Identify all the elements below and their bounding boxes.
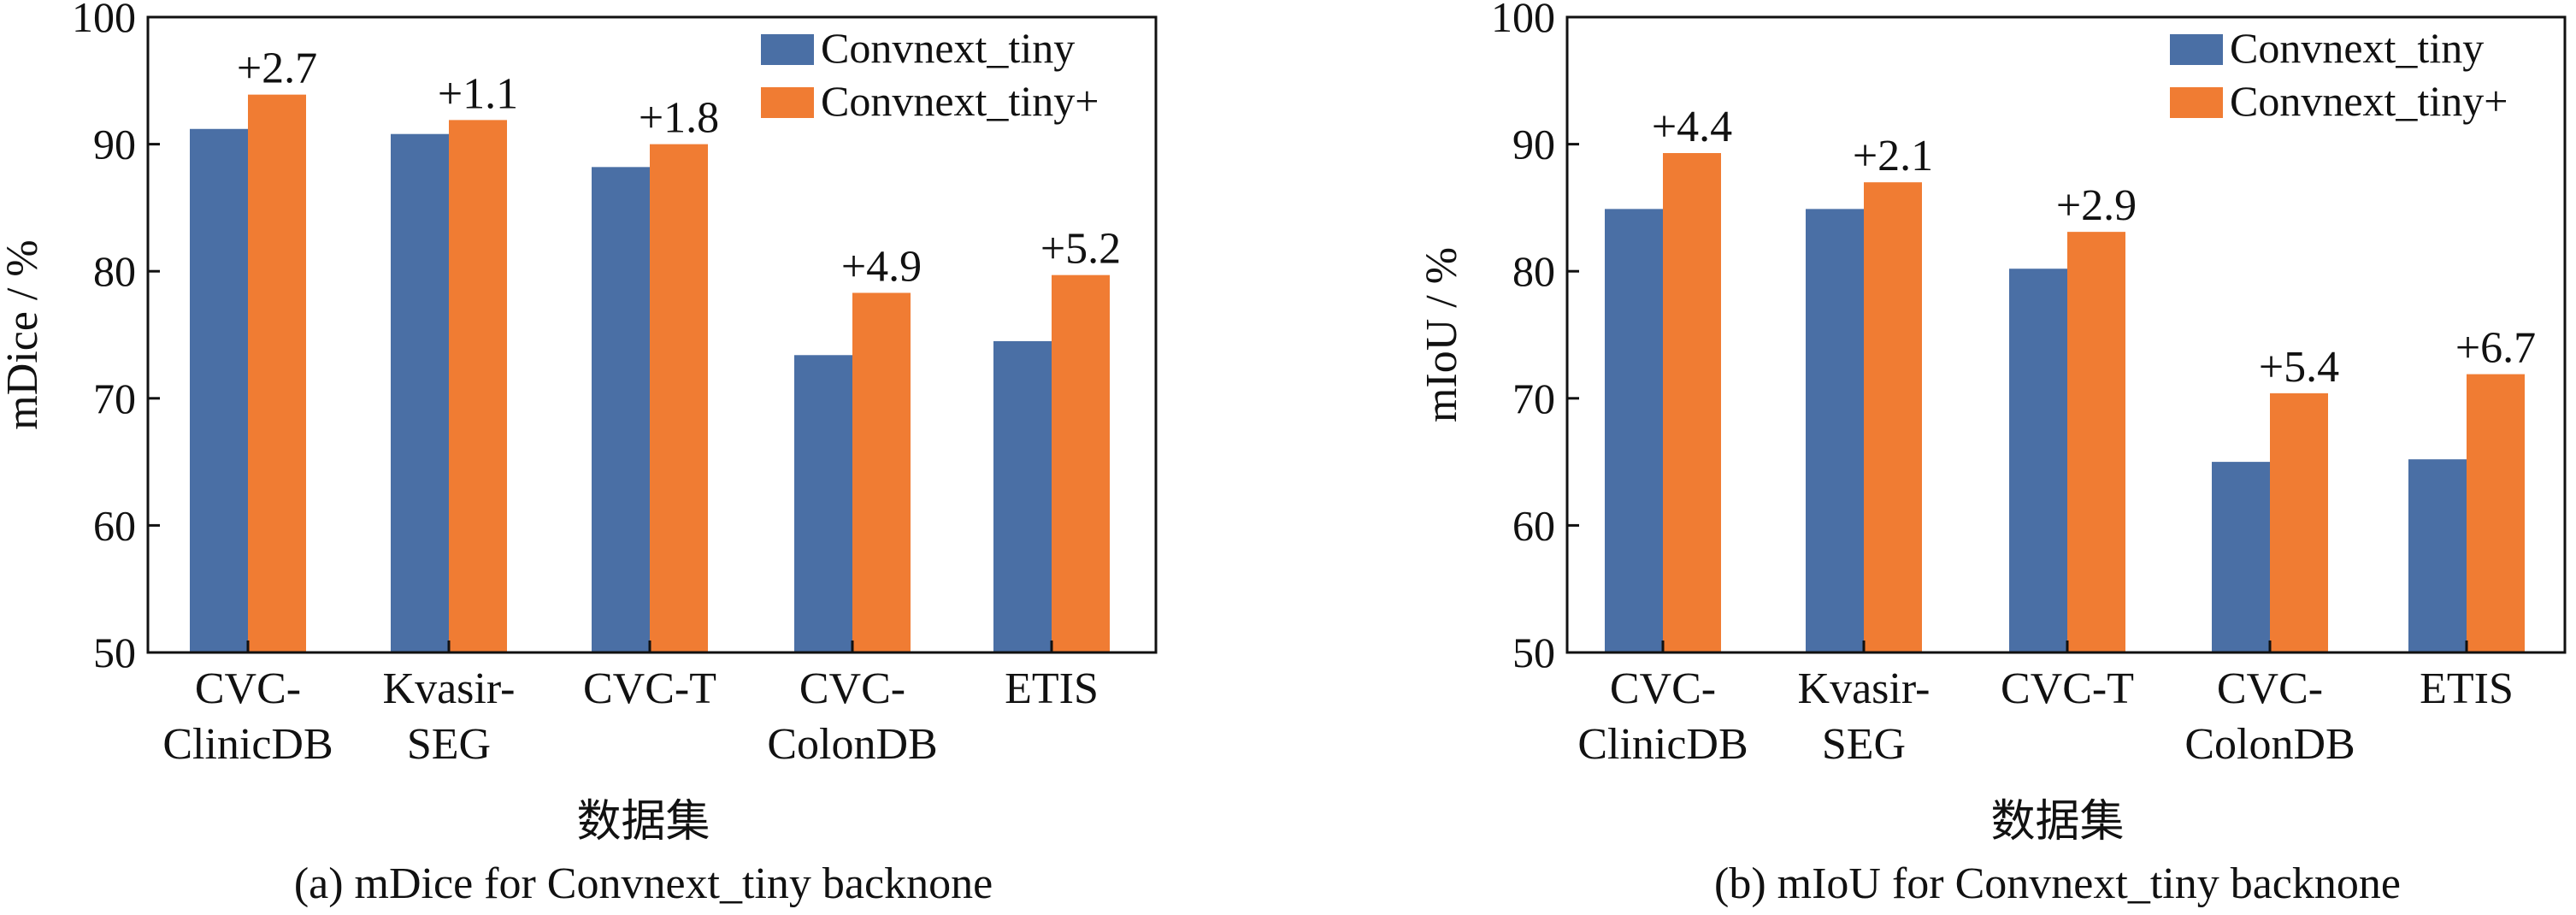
- y-tick-label: 70: [93, 375, 136, 422]
- x-tick-label: CVC-: [799, 664, 905, 713]
- bar-annotation: +2.1: [1853, 132, 1933, 180]
- y-tick-label: 100: [1491, 0, 1555, 41]
- chart-caption: (a) mDice for Convnext_tiny backnone: [294, 859, 993, 908]
- x-tick-label: CVC-: [195, 664, 301, 713]
- x-tick-label: Kvasir-: [383, 664, 516, 713]
- bar-annotation: +1.1: [438, 69, 518, 118]
- legend-swatch-convnext-tiny: [761, 34, 814, 65]
- y-tick-label: 90: [1512, 121, 1555, 168]
- chart-panel-a: +2.7 +1.1 +1.8 +4.9 +5.2 50 60 70 80 90 100 CVC- Cli…: [0, 0, 1158, 908]
- bar-convnext-tiny-plus-2: [1864, 182, 1922, 652]
- y-axis-label: mIoU / %: [1418, 247, 1466, 422]
- bar-convnext-tiny-plus-1: [248, 94, 306, 652]
- bar-convnext-tiny-plus-4: [852, 292, 911, 652]
- bar-convnext-tiny-plus-4: [2270, 393, 2328, 652]
- bar-convnext-tiny-2: [1806, 209, 1864, 653]
- x-tick-label: Kvasir-: [1798, 664, 1931, 713]
- bar-annotation: +2.9: [2056, 181, 2137, 230]
- bar-convnext-tiny-2: [391, 133, 449, 652]
- x-tick-label: ETIS: [2420, 664, 2514, 713]
- x-tick-label: CVC-T: [2001, 664, 2134, 713]
- legend-label: Convnext_tiny+: [821, 77, 1099, 125]
- x-axis-label: 数据集: [576, 798, 710, 847]
- x-tick-label: ClinicDB: [1577, 720, 1748, 769]
- y-tick-label: 80: [93, 247, 136, 295]
- x-tick-label: ClinicDB: [162, 720, 333, 769]
- bar-convnext-tiny-5: [2408, 459, 2467, 652]
- x-tick-label: SEG: [1822, 720, 1906, 769]
- legend-label: Convnext_tiny+: [2230, 77, 2508, 125]
- x-tick-label: ColonDB: [2184, 720, 2355, 769]
- legend-swatch-convnext-tiny-plus: [2170, 87, 2223, 118]
- bar-convnext-tiny-4: [2212, 462, 2270, 652]
- bar-convnext-tiny-plus-5: [2467, 374, 2525, 652]
- x-tick-label: ETIS: [1005, 664, 1099, 713]
- plot-frame: [146, 15, 1158, 654]
- y-tick-label: 100: [72, 0, 136, 41]
- bar-convnext-tiny-plus-2: [449, 120, 507, 653]
- x-tick-label: CVC-: [2217, 664, 2323, 713]
- legend-label: Convnext_tiny: [2230, 24, 2484, 72]
- bar-convnext-tiny-1: [1605, 209, 1663, 653]
- y-tick-label: 70: [1512, 375, 1555, 422]
- bar-convnext-tiny-plus-3: [2067, 232, 2125, 652]
- x-tick-label: CVC-: [1610, 664, 1716, 713]
- x-tick-label: CVC-T: [583, 664, 716, 713]
- y-tick-label: 60: [1512, 501, 1555, 549]
- bar-annotation: +5.4: [2259, 343, 2339, 392]
- bar-convnext-tiny-3: [592, 167, 650, 652]
- x-tick-label: ColonDB: [767, 720, 937, 769]
- bar-annotation: +1.8: [639, 94, 719, 143]
- bar-convnext-tiny-plus-5: [1052, 274, 1110, 652]
- bar-annotation: +5.2: [1040, 225, 1121, 274]
- bar-annotation: +4.4: [1652, 103, 1732, 151]
- chart-panel-b: +4.4 +2.1 +2.9 +5.4 +6.7 50 60 70 80 90 100 CVC- Cli…: [1418, 0, 2567, 908]
- y-tick-label: 80: [1512, 247, 1555, 295]
- bar-annotation: +6.7: [2455, 324, 2536, 373]
- bar-convnext-tiny-3: [2009, 269, 2067, 652]
- bar-convnext-tiny-4: [794, 355, 852, 652]
- bar-convnext-tiny-5: [993, 340, 1052, 652]
- legend-swatch-convnext-tiny-plus: [761, 87, 814, 118]
- bar-convnext-tiny-plus-1: [1663, 153, 1721, 652]
- legend-swatch-convnext-tiny: [2170, 34, 2223, 65]
- x-axis-label: 数据集: [1990, 798, 2124, 847]
- bar-annotation: +2.7: [237, 44, 317, 93]
- chart-caption: (b) mIoU for Convnext_tiny backnone: [1714, 859, 2401, 908]
- x-tick-label: SEG: [407, 720, 491, 769]
- bar-convnext-tiny-plus-3: [650, 144, 708, 653]
- y-tick-label: 50: [93, 629, 136, 676]
- legend-label: Convnext_tiny: [821, 24, 1075, 72]
- bar-convnext-tiny-1: [190, 128, 248, 652]
- y-tick-label: 50: [1512, 629, 1555, 676]
- y-tick-label: 90: [93, 121, 136, 168]
- y-axis-label: mDice / %: [0, 239, 47, 429]
- bar-annotation: +4.9: [841, 242, 922, 291]
- y-tick-label: 60: [93, 501, 136, 549]
